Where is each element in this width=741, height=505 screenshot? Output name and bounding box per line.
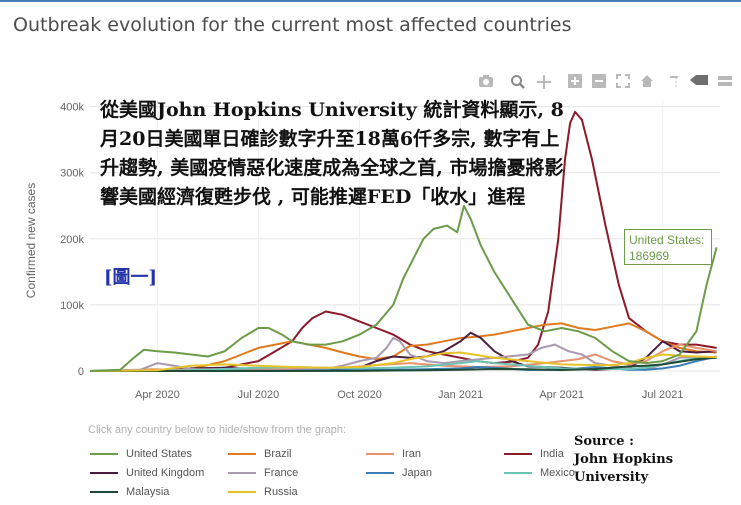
zoom-out-icon[interactable] [592,74,606,94]
zoom-icon[interactable] [510,74,526,96]
x-tick-label: Jul 2021 [642,389,684,401]
chart-title: Outbreak evolution for the current most … [13,14,572,36]
tooltip-value: 186969 [629,249,670,263]
spike-lines-icon[interactable] [668,74,680,94]
top-accent-line [0,0,741,2]
annotation-text: 從美國John Hopkins University 統計資料顯示, 8月20日… [100,99,564,208]
y-tick-label: 100k [60,300,84,312]
legend-swatch [504,453,532,455]
y-tick-label: 400k [60,102,84,114]
legend-swatch [366,453,394,455]
series-line-united-states [89,204,718,372]
source-label: Source : [574,434,634,449]
legend-swatch [228,472,256,474]
legend-swatch [228,453,256,455]
x-tick-label: Oct 2020 [337,389,382,401]
y-tick-label: 300k [60,168,84,180]
legend-label: Malaysia [126,486,170,498]
legend-label: United Kingdom [126,467,205,479]
reset-axes-icon[interactable] [640,74,654,94]
zoom-in-icon[interactable] [568,74,582,94]
hover-tooltip: United States: 186969 [624,229,712,265]
legend-swatch [228,491,256,493]
camera-icon[interactable] [478,74,494,94]
legend-label: Mexico [540,467,575,479]
hover-closest-icon[interactable] [690,74,708,92]
series-line-united-kingdom [89,331,717,372]
series-line-malaysia [89,356,717,372]
y-axis-title: Confirmed new cases [24,183,38,298]
pan-icon[interactable] [536,74,552,96]
y-tick-label: 200k [60,234,84,246]
series-line-russia [89,351,717,372]
x-tick-label: Jul 2020 [238,389,280,401]
figure-label: [圖一] [104,267,158,288]
source-note: Source : John Hopkins University [574,433,741,487]
legend-swatch [90,472,118,474]
legend-label: India [540,448,564,460]
legend-label: Russia [264,486,298,498]
x-tick-label: Apr 2020 [135,389,180,401]
series-line-brazil [89,322,717,372]
line-chart: 0 100k 200k 300k 400k Apr 2020 Jul 2020 Oct 202… [24,100,720,401]
legend-label: Brazil [264,448,292,460]
legend-label: France [264,467,299,479]
x-tick-label: Apr 2021 [539,389,584,401]
legend-hint: Click any country below to hide/show fro… [88,424,347,436]
legend-label: Iran [402,448,421,460]
tooltip-country: United States: [629,233,705,247]
y-tick-label: 0 [78,366,84,378]
legend-swatch [504,472,532,474]
autoscale-icon[interactable] [616,74,630,94]
source-value: John Hopkins University [574,452,674,485]
legend-swatch [366,472,394,474]
hover-compare-icon[interactable] [718,74,732,94]
legend-swatch [90,453,118,455]
legend-swatch [90,491,118,493]
legend-label: United States [126,448,193,460]
x-tick-label: Jan 2021 [438,389,483,401]
legend-label: Japan [402,467,432,479]
